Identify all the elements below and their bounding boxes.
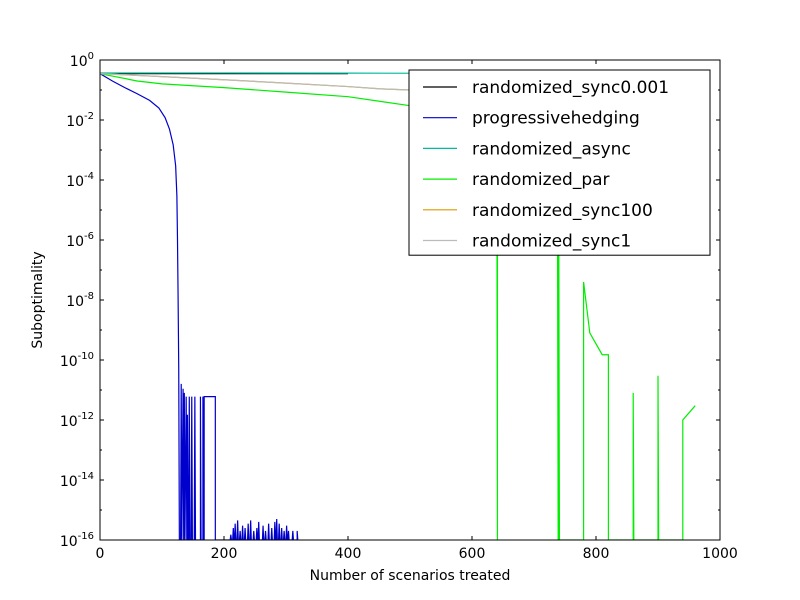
y-tick-label: 10-12: [60, 411, 94, 430]
x-axis-label: Number of scenarios treated: [310, 568, 511, 584]
x-tick-label: 1000: [702, 546, 738, 562]
legend-label: randomized_par: [472, 170, 610, 190]
series-line-randomized_sync1: [100, 73, 423, 91]
x-tick-label: 0: [96, 546, 105, 562]
y-tick-label: 10-8: [66, 291, 94, 310]
y-tick-label: 100: [70, 51, 94, 70]
y-tick-label: 10-2: [66, 111, 94, 130]
tick-layer: 0 200 400 600 800 1000 100 10-2 10-4 10-6 10-8 10-1…: [60, 51, 738, 562]
y-axis-label: Suboptimality: [30, 251, 46, 348]
x-tick-label: 200: [211, 546, 238, 562]
legend-label: progressivehedging: [472, 109, 640, 129]
series-line-randomized_par: [100, 73, 696, 540]
legend-label: randomized_sync1: [472, 232, 631, 252]
y-tick-label: 10-14: [60, 471, 94, 490]
legend-frame: [408, 69, 711, 256]
x-tick-label: 600: [459, 546, 486, 562]
legend-label: randomized_sync100: [472, 201, 653, 221]
series-line-progressivehedging: [100, 73, 299, 540]
legend: randomized_sync0.001 progressivehedging ra…: [408, 69, 711, 256]
x-tick-label: 400: [335, 546, 362, 562]
y-tick-label: 10-4: [66, 171, 94, 190]
legend-label: randomized_async: [472, 139, 631, 159]
y-tick-label: 10-10: [60, 351, 94, 370]
legend-label: randomized_sync0.001: [472, 78, 669, 98]
y-tick-label: 10-16: [60, 531, 94, 550]
x-tick-label: 800: [583, 546, 610, 562]
y-tick-label: 10-6: [66, 231, 94, 250]
